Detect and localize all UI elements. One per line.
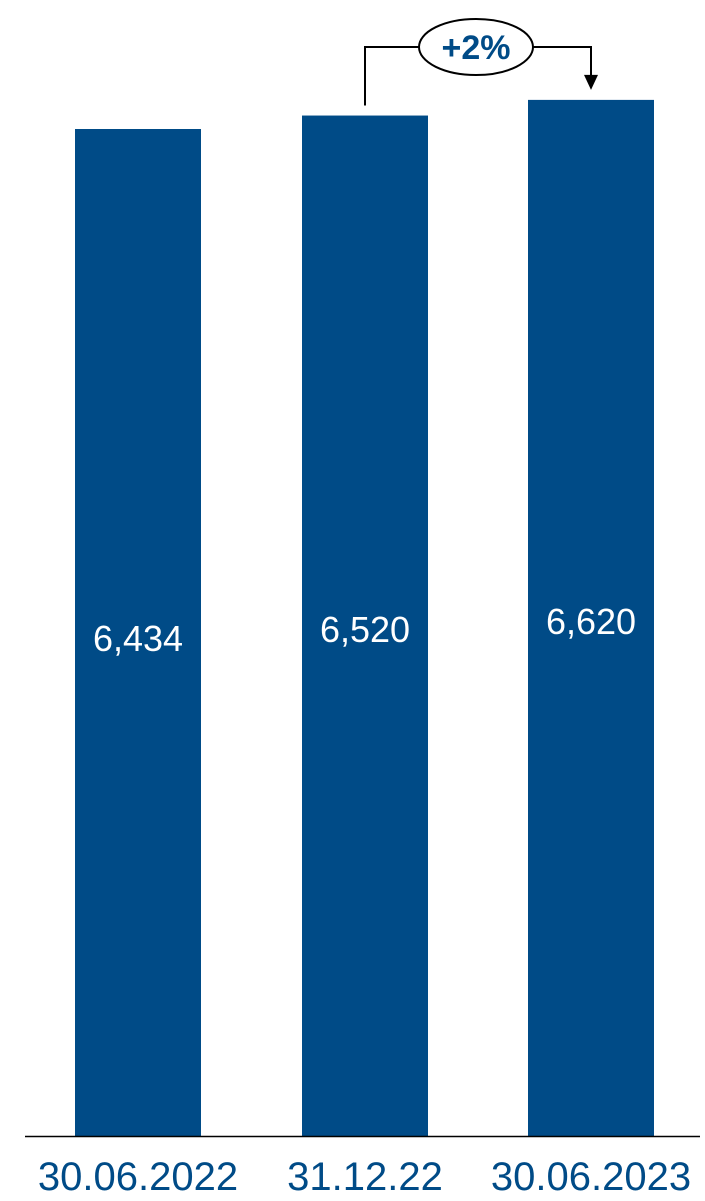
annotation-label: +2% <box>442 29 511 67</box>
category-labels-layer: 30.06.2022 31.12.22 30.06.2023 <box>38 1155 691 1199</box>
bar-3 <box>528 99 654 1137</box>
bar-1 <box>75 129 201 1136</box>
change-annotation: +2% <box>364 18 598 106</box>
bar-value-label: 6,620 <box>546 601 636 642</box>
category-label: 31.12.22 <box>287 1155 443 1199</box>
category-label: 30.06.2023 <box>491 1155 691 1199</box>
bar-value-label: 6,520 <box>320 609 410 650</box>
category-label: 30.06.2022 <box>38 1155 238 1199</box>
bar-2 <box>302 115 428 1137</box>
annotation-bubble <box>418 18 534 76</box>
bars-layer <box>75 99 654 1137</box>
value-labels-layer: 6,434 6,520 6,620 <box>93 601 636 659</box>
annotation-arrowhead <box>584 74 598 90</box>
bar-value-label: 6,434 <box>93 618 183 659</box>
